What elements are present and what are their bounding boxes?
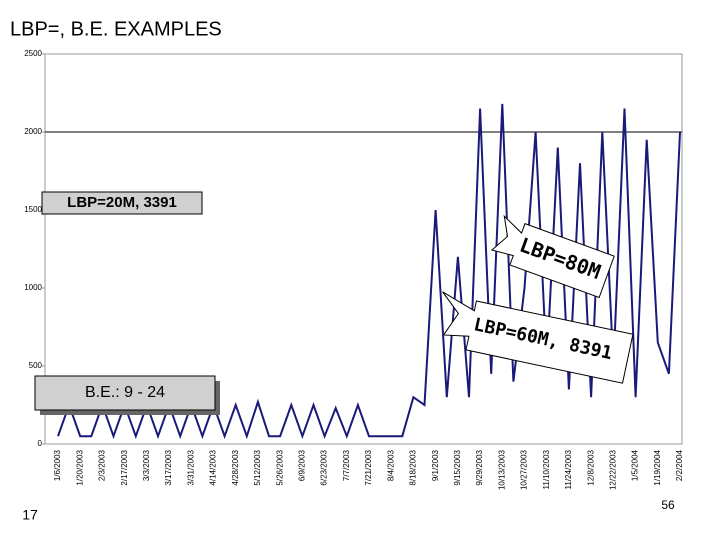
x-tick-label: 4/14/2003 <box>209 449 218 485</box>
x-tick-label: 4/28/2003 <box>231 449 240 485</box>
x-tick-label: 7/7/2003 <box>342 449 351 481</box>
footer-number: 56 <box>661 498 675 512</box>
box <box>41 191 203 215</box>
x-tick-label: 8/18/2003 <box>409 449 418 485</box>
data-line <box>57 103 681 440</box>
box <box>34 375 216 411</box>
x-tick-label: 6/23/2003 <box>320 449 329 485</box>
x-tick-label: 9/15/2003 <box>453 449 462 485</box>
x-tick-label: 5/12/2003 <box>253 449 262 485</box>
x-tick-label: 8/4/2003 <box>386 449 395 481</box>
x-tick-label: 7/21/2003 <box>364 449 373 485</box>
y-tick-label: 1000 <box>24 283 42 292</box>
callout-shape <box>490 214 615 299</box>
y-tick-label: 0 <box>38 439 43 448</box>
plot-frame <box>44 53 683 445</box>
y-tick-label: 2000 <box>24 127 42 136</box>
box-be: B.E.: 9 - 24 <box>34 375 220 415</box>
callout-lbp60: LBP=60M, 8391 <box>442 291 634 384</box>
callout-shape <box>442 291 634 384</box>
x-tick-label: 3/3/2003 <box>142 449 151 481</box>
annotation: LBP=20M, 3391 <box>67 194 177 211</box>
x-tick-label: 3/17/2003 <box>164 449 173 485</box>
x-tick-label: 1/19/2004 <box>653 449 662 485</box>
x-tick-label: 1/6/2003 <box>53 449 62 481</box>
x-tick-label: 9/1/2003 <box>431 449 440 481</box>
x-tick-label: 12/22/2003 <box>608 449 617 490</box>
x-tick-label: 1/20/2003 <box>75 449 84 485</box>
x-tick-label: 11/10/2003 <box>542 449 551 489</box>
x-tick-label: 10/13/2003 <box>497 449 506 490</box>
slide-title: LBP=, B.E. EXAMPLES <box>10 18 222 40</box>
x-tick-label: 10/27/2003 <box>520 449 529 490</box>
x-tick-label: 2/17/2003 <box>120 449 129 485</box>
y-tick-label: 500 <box>29 361 43 370</box>
x-tick-label: 11/24/2003 <box>564 449 573 489</box>
x-tick-label: 1/5/2004 <box>631 449 640 481</box>
x-tick-label: 12/8/2003 <box>586 449 595 485</box>
y-tick-label: 1500 <box>24 205 42 214</box>
annotation: B.E.: 9 - 24 <box>85 384 165 401</box>
x-tick-label: 2/3/2003 <box>98 449 107 481</box>
x-tick-label: 2/2/2004 <box>675 449 684 481</box>
plot: 0 500 1000 1500 2000 2500 1/6/2003 1/20/2003 2/3… <box>24 49 684 490</box>
y-tick-label: 2500 <box>24 49 42 58</box>
x-tick-label: 3/31/2003 <box>186 449 195 485</box>
x-tick-label: 9/29/2003 <box>475 449 484 485</box>
box-lbp20: LBP=20M, 3391 <box>41 191 203 215</box>
x-tick-label: 6/9/2003 <box>297 449 306 481</box>
x-tick-label: 5/26/2003 <box>275 449 284 485</box>
page-number: 17 <box>22 507 38 523</box>
